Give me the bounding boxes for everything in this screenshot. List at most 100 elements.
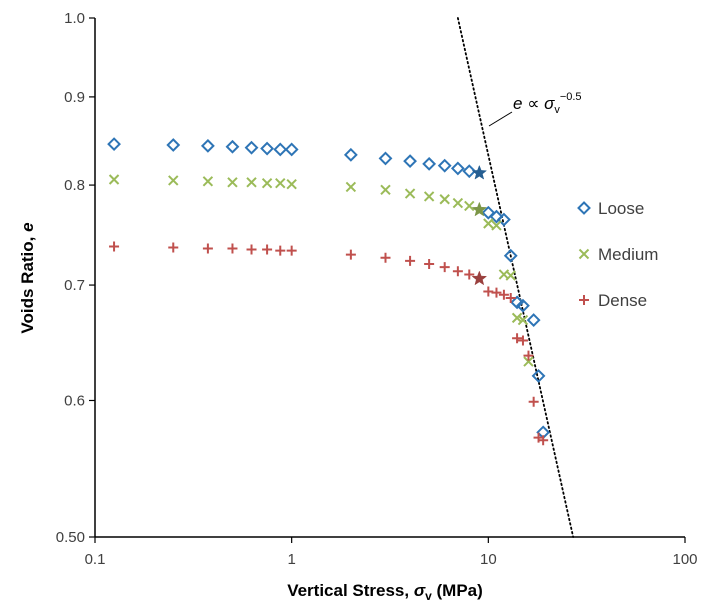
x-axis-title-sub: v bbox=[425, 589, 432, 603]
annotation-e: e bbox=[513, 94, 522, 113]
y-axis-title-main: Voids Ratio, bbox=[18, 232, 37, 334]
loose-point bbox=[284, 142, 299, 157]
x-tick-label: 10 bbox=[480, 551, 497, 568]
medium-point bbox=[517, 314, 529, 326]
medium-point bbox=[345, 181, 357, 193]
loose-point bbox=[496, 212, 511, 227]
axes-group bbox=[94, 18, 685, 538]
y-axis-title: Voids Ratio, e bbox=[18, 222, 37, 333]
dense-point bbox=[227, 243, 238, 254]
loose-point bbox=[450, 161, 465, 176]
legend-marker-dense bbox=[579, 295, 589, 305]
dense-point bbox=[505, 293, 516, 304]
trend-annotation: e ∝ σv−0.5 bbox=[513, 91, 582, 116]
medium-point bbox=[227, 177, 238, 188]
y-tick-label: 0.8 bbox=[64, 177, 85, 194]
medium-point bbox=[404, 188, 416, 199]
legend-label-medium: Medium bbox=[598, 245, 658, 264]
medium-point bbox=[523, 356, 534, 367]
dense-point bbox=[517, 335, 528, 346]
medium-point bbox=[246, 177, 257, 188]
trend-line bbox=[456, 17, 575, 538]
dense-star-marker bbox=[471, 270, 488, 286]
medium-point bbox=[483, 218, 494, 229]
medium-star-marker bbox=[471, 201, 488, 217]
legend: Loose Medium Dense bbox=[577, 199, 658, 310]
y-tick-label: 0.7 bbox=[64, 277, 85, 294]
loose-point bbox=[510, 295, 524, 310]
x-axis-title-main: Vertical Stress, bbox=[287, 581, 414, 600]
trend-group bbox=[456, 17, 575, 538]
loose-point bbox=[531, 369, 546, 383]
x-axis-title: Vertical Stress, σv (MPa) bbox=[287, 581, 483, 603]
loose-point bbox=[481, 205, 496, 220]
dense-point bbox=[286, 245, 297, 256]
y-axis-title-e: e bbox=[18, 222, 37, 231]
loose-point bbox=[343, 147, 358, 162]
loose-point bbox=[200, 138, 215, 153]
loose-point bbox=[462, 164, 477, 179]
dense-point bbox=[202, 243, 213, 254]
medium-point bbox=[439, 194, 450, 205]
medium-point bbox=[511, 312, 523, 324]
x-tick-label: 100 bbox=[672, 551, 697, 568]
dense-point bbox=[345, 249, 356, 260]
legend-label-loose: Loose bbox=[598, 199, 644, 218]
y-tick-label: 1.0 bbox=[64, 10, 85, 27]
medium-point bbox=[275, 178, 286, 189]
y-tick-label: 0.6 bbox=[64, 392, 85, 409]
medium-point bbox=[505, 270, 516, 281]
dense-point bbox=[523, 350, 534, 361]
medium-point bbox=[286, 178, 297, 190]
medium-point bbox=[423, 191, 435, 202]
dense-point bbox=[168, 242, 179, 253]
dense-point bbox=[424, 258, 435, 269]
loose-point bbox=[422, 156, 437, 171]
loose-point bbox=[489, 209, 504, 224]
loose-point bbox=[244, 140, 259, 155]
dense-point bbox=[439, 262, 450, 273]
medium-point bbox=[491, 220, 502, 231]
x-tick-label: 1 bbox=[287, 551, 295, 568]
series-loose bbox=[107, 137, 551, 440]
medium-point bbox=[464, 200, 475, 212]
x-tick-label: 0.1 bbox=[85, 551, 106, 568]
dense-point bbox=[538, 435, 549, 446]
loose-point bbox=[503, 248, 518, 263]
y-tick-label: 0.50 bbox=[56, 529, 85, 546]
dense-point bbox=[452, 266, 463, 277]
dense-point bbox=[246, 244, 257, 255]
x-axis-title-sigma: σ bbox=[414, 581, 426, 600]
annotation-exp: −0.5 bbox=[560, 91, 582, 103]
loose-point bbox=[437, 158, 452, 173]
series-dense bbox=[109, 241, 549, 446]
dense-point bbox=[483, 286, 494, 297]
series-medium bbox=[108, 174, 534, 367]
dense-point bbox=[491, 287, 502, 298]
dense-point bbox=[405, 255, 416, 266]
loose-point bbox=[107, 137, 121, 152]
medium-point bbox=[452, 197, 464, 209]
x-axis-title-unit: (MPa) bbox=[432, 581, 483, 600]
loose-point bbox=[403, 154, 417, 169]
dense-point bbox=[380, 252, 391, 263]
loose-point bbox=[526, 313, 541, 328]
y-tick-label: 0.9 bbox=[64, 89, 85, 106]
legend-marker-medium bbox=[578, 248, 590, 260]
legend-marker-loose bbox=[577, 201, 591, 215]
loose-point bbox=[166, 138, 181, 152]
dense-point bbox=[464, 269, 475, 280]
annotation-proportional: ∝ bbox=[522, 94, 544, 113]
loose-point bbox=[260, 141, 275, 156]
annotation-leader-line bbox=[488, 111, 513, 127]
ticks-group: 0.1 1 10 100 0.50 0.6 0.7 0.8 0.9 1.0 bbox=[56, 10, 698, 568]
dense-point bbox=[512, 333, 523, 344]
medium-point bbox=[380, 184, 391, 195]
medium-point bbox=[168, 175, 179, 186]
annotation-sub: v bbox=[554, 104, 560, 116]
dense-point bbox=[262, 244, 273, 255]
medium-point bbox=[202, 176, 214, 187]
dense-point bbox=[498, 289, 509, 300]
